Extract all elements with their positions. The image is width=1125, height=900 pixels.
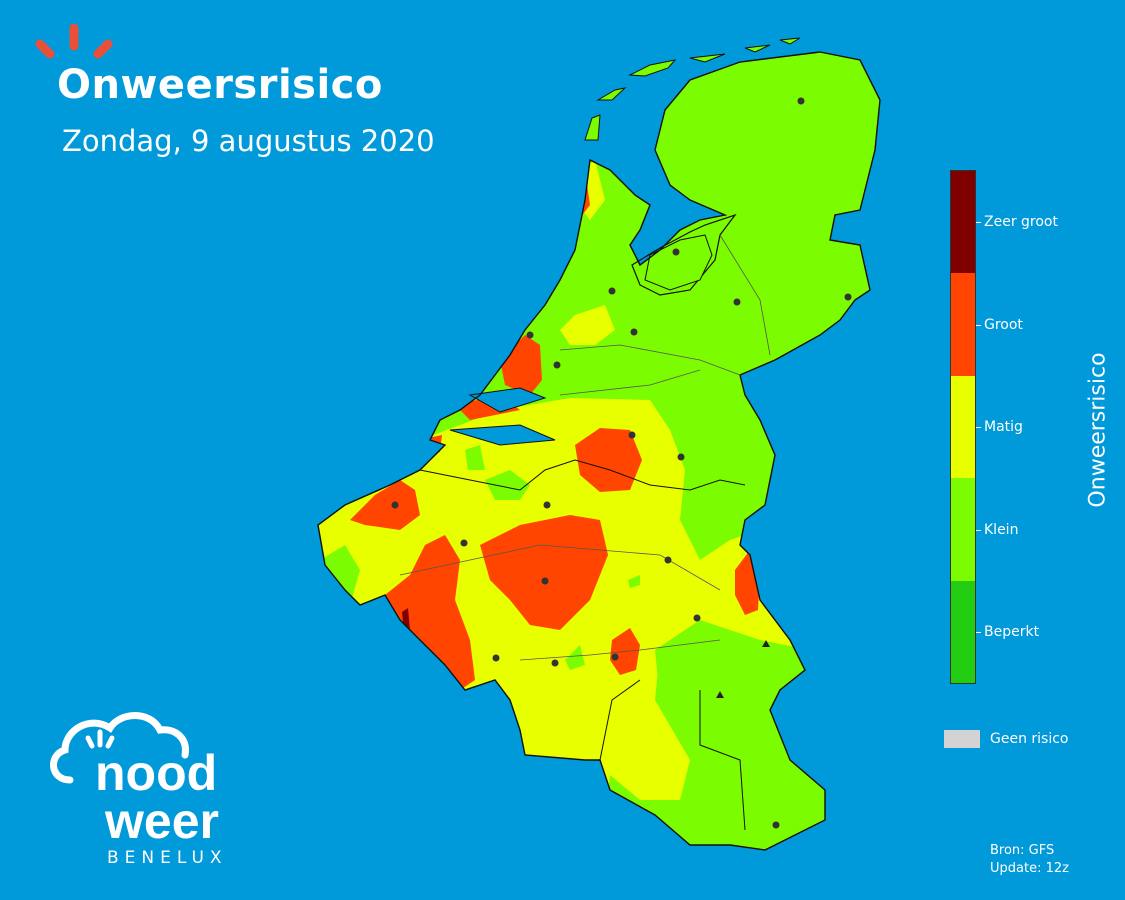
logo-subtitle: BENELUX	[107, 848, 228, 868]
source-update: Update: 12z	[990, 861, 1069, 876]
legend-swatch-groot	[951, 273, 975, 376]
logo-word-weer: weer	[104, 793, 219, 849]
legend-label-zeer-groot: Zeer groot	[984, 214, 1058, 230]
legend-title: Onweersrisico	[1085, 352, 1111, 508]
legend-tick	[976, 325, 981, 326]
map-date: Zondag, 9 augustus 2020	[62, 124, 435, 158]
legend-label-groot: Groot	[984, 317, 1023, 333]
legend-swatch-geen-risico	[944, 730, 980, 748]
legend-label-beperkt: Beperkt	[984, 624, 1040, 640]
legend-label-geen-risico: Geen risico	[990, 731, 1069, 747]
sun-rays-icon	[35, 24, 113, 59]
legend-colorbar	[950, 170, 976, 684]
logo-word-nood: nood	[95, 745, 217, 801]
legend-tick	[976, 530, 981, 531]
noodweer-logo: nood weer	[50, 712, 219, 849]
legend-tick	[976, 222, 981, 223]
source-model: Bron: GFS	[990, 843, 1055, 858]
legend-label-matig: Matig	[984, 419, 1023, 435]
legend-tick	[976, 427, 981, 428]
legend-swatch-klein	[951, 478, 975, 581]
cloud-icon	[50, 712, 189, 784]
legend-swatch-beperkt	[951, 580, 975, 683]
legend-swatch-zeer-groot	[951, 171, 975, 274]
legend-swatch-matig	[951, 375, 975, 479]
map-title: Onweersrisico	[57, 62, 383, 108]
source-info: Bron: GFS Update: 12z	[990, 842, 1069, 878]
legend-label-klein: Klein	[984, 522, 1019, 538]
legend-tick	[976, 632, 981, 633]
